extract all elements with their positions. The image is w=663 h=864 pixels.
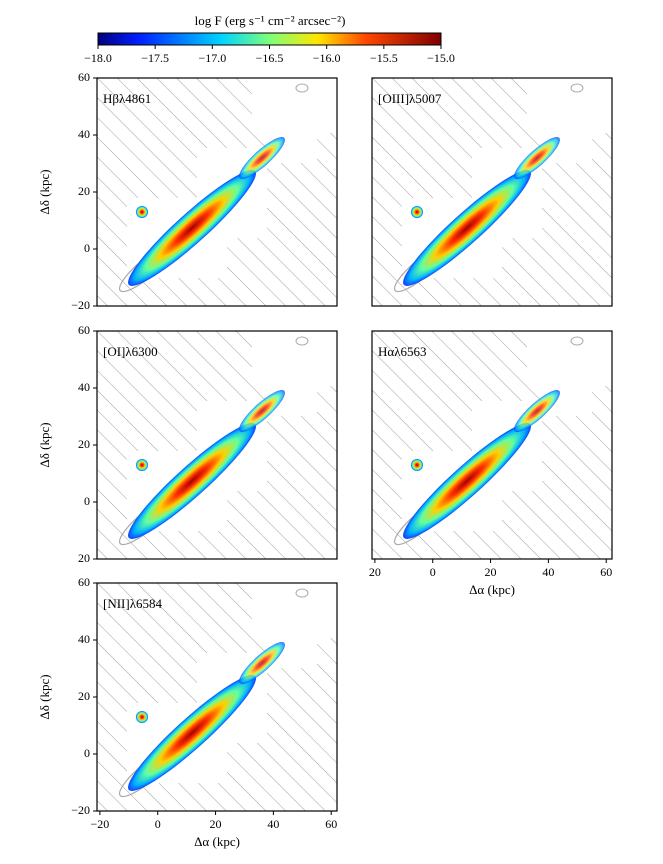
- y-tick-label: 40: [78, 632, 90, 646]
- x-tick-label: 20: [210, 817, 222, 831]
- x-tick-label: 0: [155, 817, 161, 831]
- y-tick-label: 20: [78, 551, 90, 565]
- y-axis-label: Δδ (kpc): [37, 674, 52, 719]
- y-tick-label: 0: [84, 241, 90, 255]
- emission-map: [97, 78, 337, 306]
- panel-frame: [371, 77, 613, 307]
- emission-map: [97, 583, 337, 811]
- y-tick-label: −20: [71, 298, 90, 312]
- y-axis-label: Δδ (kpc): [37, 422, 52, 467]
- emission-map: [372, 78, 612, 306]
- y-tick-label: 60: [78, 323, 90, 337]
- panel-title: [OIII]λ5007: [378, 91, 442, 106]
- tick-label: −16.0: [313, 51, 341, 65]
- x-tick-label: 60: [600, 565, 612, 579]
- colorbar: log F (erg s⁻¹ cm⁻² arcsec⁻²): [97, 13, 442, 46]
- tick-label: −17.5: [141, 51, 169, 65]
- colorbar-bar: [97, 32, 442, 46]
- y-tick-label: −20: [71, 803, 90, 817]
- y-tick-label: 40: [78, 127, 90, 141]
- x-tick-label: 0: [430, 565, 436, 579]
- colorbar-title: log F (erg s⁻¹ cm⁻² arcsec⁻²): [195, 13, 346, 28]
- y-tick-label: 60: [78, 70, 90, 84]
- x-tick-label: 60: [325, 817, 337, 831]
- y-tick-label: 40: [78, 380, 90, 394]
- x-axis-label: Δα (kpc): [194, 834, 240, 849]
- tick-label: −15.5: [370, 51, 398, 65]
- panel-title: Hβλ4861: [103, 91, 151, 106]
- emission-map: [372, 331, 612, 559]
- tick-label: −17.0: [198, 51, 226, 65]
- panel-title: [NII]λ6584: [103, 596, 163, 611]
- x-tick-label: 20: [485, 565, 497, 579]
- y-tick-label: 20: [78, 689, 90, 703]
- panel-frame: [371, 330, 613, 560]
- emission-map: [97, 331, 337, 559]
- y-tick-label: 0: [84, 494, 90, 508]
- tick-label: −16.5: [256, 51, 284, 65]
- y-tick-label: 20: [78, 437, 90, 451]
- x-tick-label: −20: [91, 817, 110, 831]
- panel-title: [OI]λ6300: [103, 344, 158, 359]
- y-axis-label: Δδ (kpc): [37, 169, 52, 214]
- tick-label: −15.0: [427, 51, 455, 65]
- y-tick-label: 0: [84, 746, 90, 760]
- x-axis-label: Δα (kpc): [469, 582, 515, 597]
- panel-title: Hαλ6563: [378, 344, 427, 359]
- x-tick-label: 40: [542, 565, 554, 579]
- y-tick-label: 20: [78, 184, 90, 198]
- tick-label: −18.0: [84, 51, 112, 65]
- y-tick-label: 60: [78, 575, 90, 589]
- x-tick-label: 20: [369, 565, 381, 579]
- x-tick-label: 40: [267, 817, 279, 831]
